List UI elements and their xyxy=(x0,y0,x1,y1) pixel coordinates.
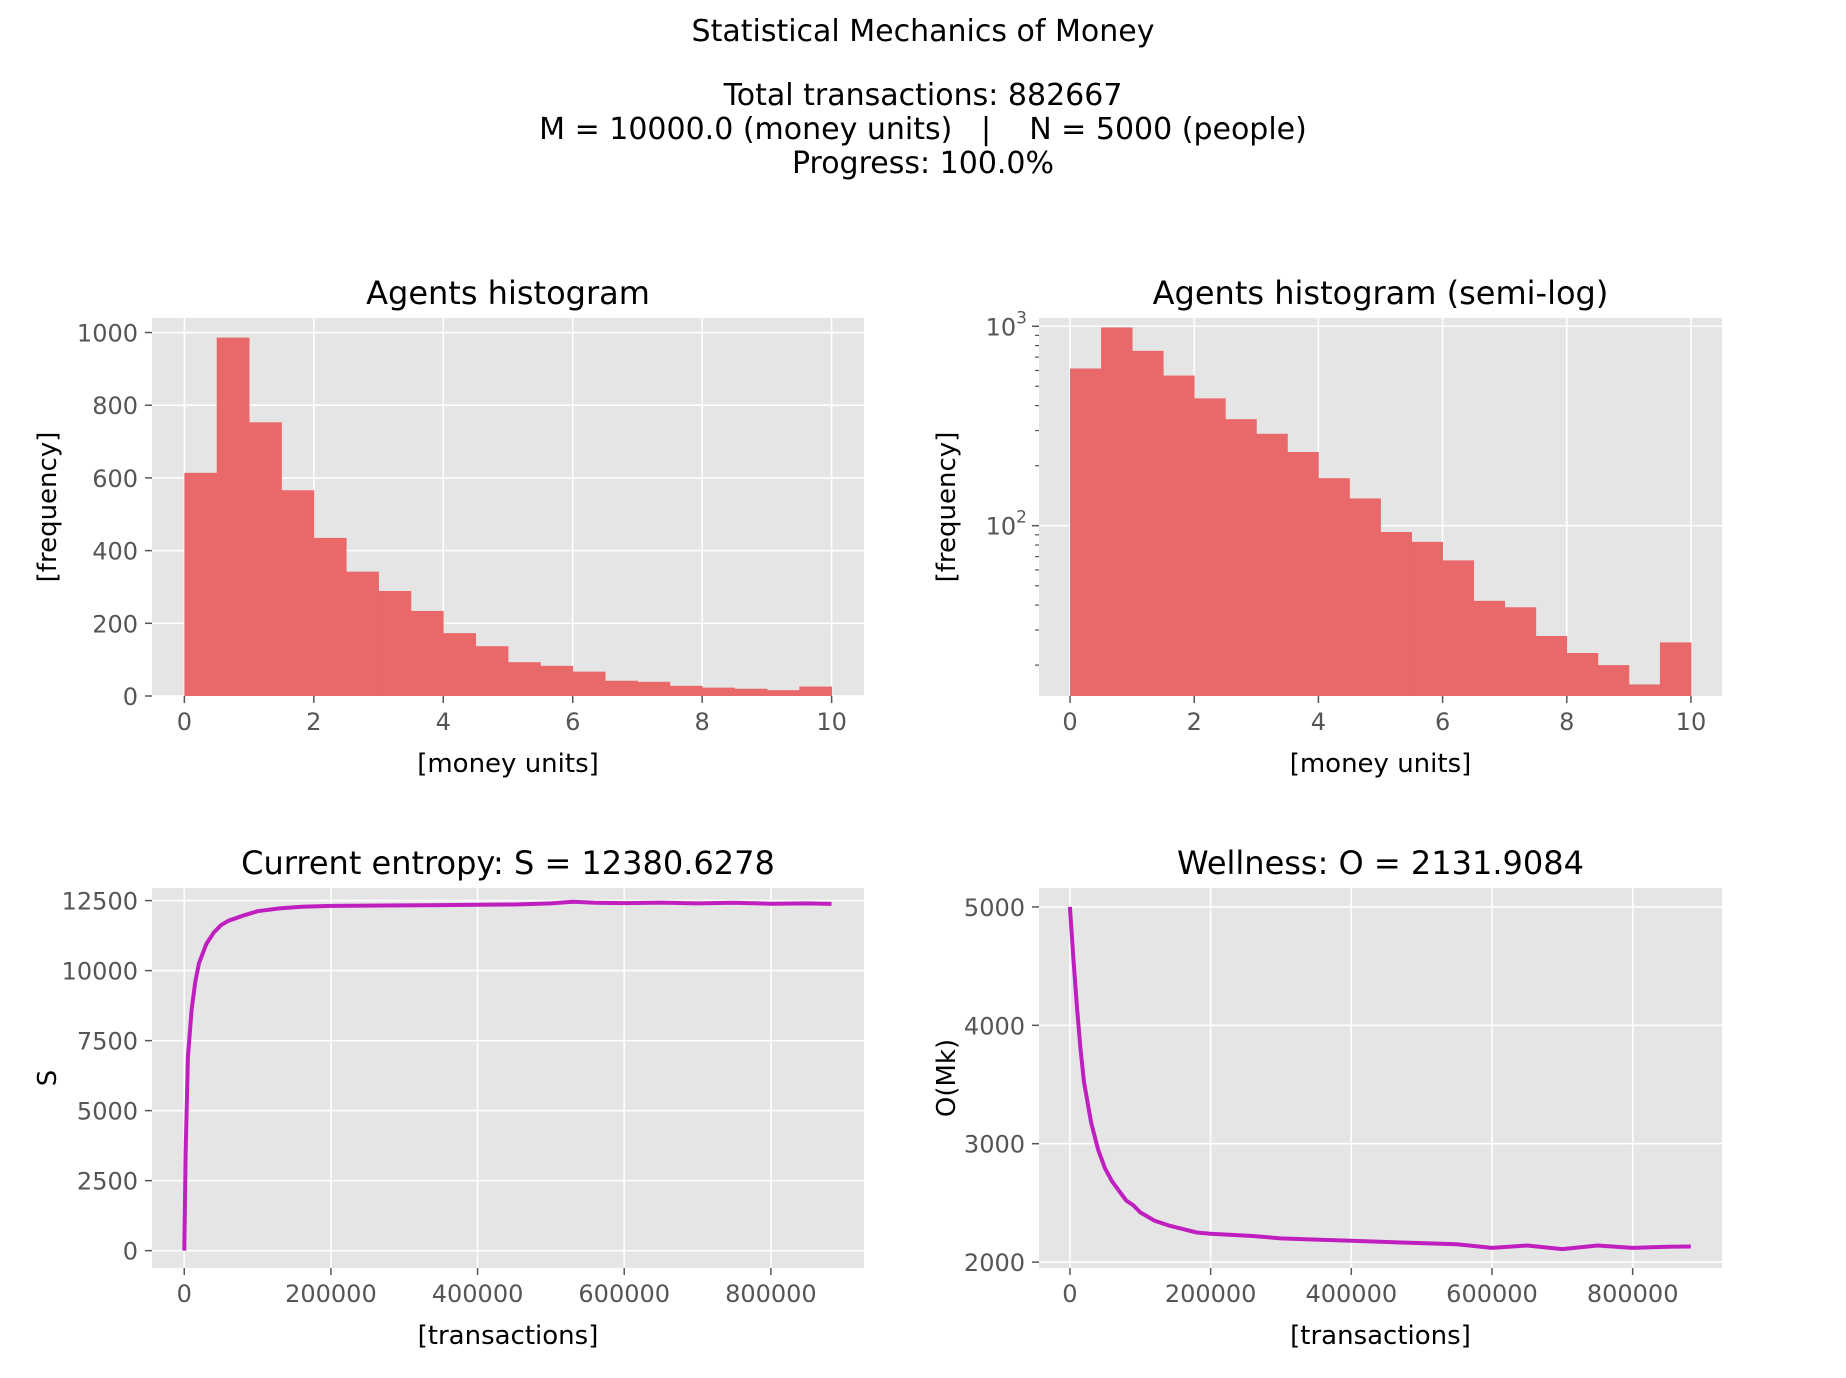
hist-xtick-label: 4 xyxy=(436,708,451,736)
figure-subtitle-params: M = 10000.0 (money units) | N = 5000 (pe… xyxy=(539,112,1307,147)
hist-bar xyxy=(637,681,671,696)
hist-ylabel: [frequency] xyxy=(33,432,63,583)
figure-subtitle-transactions: Total transactions: 882667 xyxy=(723,78,1123,113)
hist-ytick-label: 0 xyxy=(123,683,138,711)
hist-bar xyxy=(475,646,509,696)
hist-bar xyxy=(540,665,574,696)
hist-ytick-label: 600 xyxy=(92,465,138,493)
hist-bar xyxy=(313,537,347,696)
hist-bar xyxy=(184,472,218,696)
hist-bar xyxy=(281,490,315,696)
hist-bar xyxy=(378,590,412,696)
hist-bar xyxy=(410,610,444,696)
hist-bar xyxy=(702,687,735,696)
hist-xtick-label: 10 xyxy=(816,708,847,736)
figure-title: Statistical Mechanics of Money xyxy=(691,14,1155,49)
hist-title: Agents histogram xyxy=(366,274,650,312)
hist-bar xyxy=(799,686,833,696)
hist-bar xyxy=(734,688,768,696)
hist-bar xyxy=(766,690,800,696)
hist-xtick-label: 8 xyxy=(695,708,710,736)
hist-ytick-label: 800 xyxy=(92,392,138,420)
hist-ytick-label: 400 xyxy=(92,538,138,566)
figure-subtitle-progress: Progress: 100.0% xyxy=(791,146,1055,181)
hist-bar xyxy=(572,671,606,696)
hist-xlabel: [money units] xyxy=(417,749,599,779)
hist-bar xyxy=(249,422,282,696)
hist-bar xyxy=(605,680,638,696)
hist-xtick-label: 6 xyxy=(565,708,580,736)
hist-xtick-label: 0 xyxy=(177,708,192,736)
hist-bar xyxy=(669,685,703,696)
hist-bar xyxy=(443,633,477,696)
hist-xtick-label: 2 xyxy=(306,708,321,736)
hist-ytick-label: 200 xyxy=(92,610,138,638)
hist-bar xyxy=(508,662,541,696)
hist-bar xyxy=(216,337,250,696)
hist-ytick-label: 1000 xyxy=(77,320,138,348)
hist-bar xyxy=(346,571,379,696)
